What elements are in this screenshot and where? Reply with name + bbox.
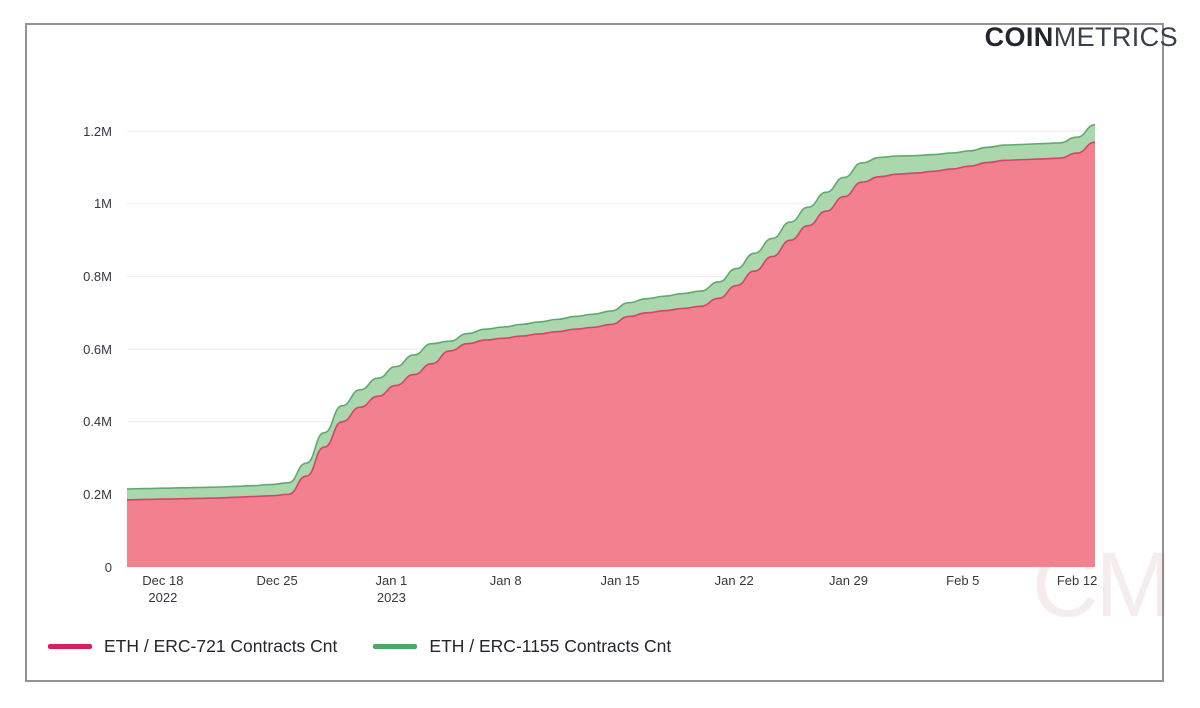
logo-coin-text: COIN bbox=[984, 22, 1054, 52]
x-axis-tick-label: Jan 8 bbox=[490, 572, 522, 589]
y-axis-tick-label: 0.4M bbox=[83, 414, 112, 430]
y-axis-tick-label: 0 bbox=[104, 559, 112, 575]
x-axis-tick-label: Feb 5 bbox=[946, 572, 979, 589]
x-tick-main: Jan 8 bbox=[489, 573, 522, 588]
legend-color-swatch bbox=[373, 643, 418, 649]
x-axis-tick-label: Jan 22 bbox=[715, 572, 754, 589]
stacked-area-chart bbox=[127, 123, 1095, 567]
legend-item-1[interactable]: ETH / ERC-1155 Contracts Cnt bbox=[373, 636, 671, 656]
x-axis-tick-label: Feb 12 bbox=[1057, 572, 1097, 589]
x-tick-main: Jan 29 bbox=[828, 573, 869, 588]
legend-label: ETH / ERC-1155 Contracts Cnt bbox=[429, 636, 672, 656]
chart-legend: ETH / ERC-721 Contracts Cnt ETH / ERC-115… bbox=[48, 636, 671, 656]
x-tick-main: Dec 25 bbox=[256, 573, 298, 588]
y-axis-tick-label: 0.6M bbox=[83, 341, 112, 357]
x-tick-main: Jan 15 bbox=[600, 573, 640, 588]
y-axis-tick-label: 0.8M bbox=[83, 269, 112, 285]
y-axis-tick-label: 0.2M bbox=[83, 486, 112, 502]
y-axis-tick-label: 1M bbox=[93, 196, 112, 212]
x-axis-tick-label: Jan 15 bbox=[600, 572, 639, 589]
x-tick-main: Jan 22 bbox=[714, 573, 754, 588]
x-tick-main: Jan 1 bbox=[375, 573, 408, 588]
x-tick-main: Feb 5 bbox=[946, 573, 980, 588]
x-tick-main: Dec 18 bbox=[142, 573, 184, 588]
x-axis-tick-label: Jan 29 bbox=[829, 572, 868, 589]
coinmetrics-logo: COINMETRICS bbox=[985, 24, 1178, 51]
legend-label: ETH / ERC-721 Contracts Cnt bbox=[104, 636, 338, 656]
x-axis-tick-label: Dec 25 bbox=[256, 572, 297, 589]
y-axis: 0 0.2M 0.4M 0.6M 0.8M 1M 1.2M bbox=[0, 95, 112, 574]
x-tick-year: 2023 bbox=[376, 590, 406, 605]
x-axis-tick-label: Jan 1 2023 bbox=[375, 572, 407, 606]
x-axis-tick-label: Dec 18 2022 bbox=[142, 572, 183, 606]
x-axis: Dec 18 2022 Dec 25 Jan 1 2023 Jan 8 Jan 15 Jan … bbox=[127, 572, 1097, 622]
x-tick-year: 2022 bbox=[148, 590, 178, 605]
y-axis-tick-label: 1.2M bbox=[83, 123, 112, 139]
x-tick-main: Feb 12 bbox=[1056, 573, 1098, 588]
legend-item-0[interactable]: ETH / ERC-721 Contracts Cnt bbox=[48, 636, 337, 656]
legend-color-swatch bbox=[48, 643, 92, 649]
logo-metrics-text: METRICS bbox=[1053, 22, 1178, 52]
plot-area: CM bbox=[127, 95, 1172, 633]
